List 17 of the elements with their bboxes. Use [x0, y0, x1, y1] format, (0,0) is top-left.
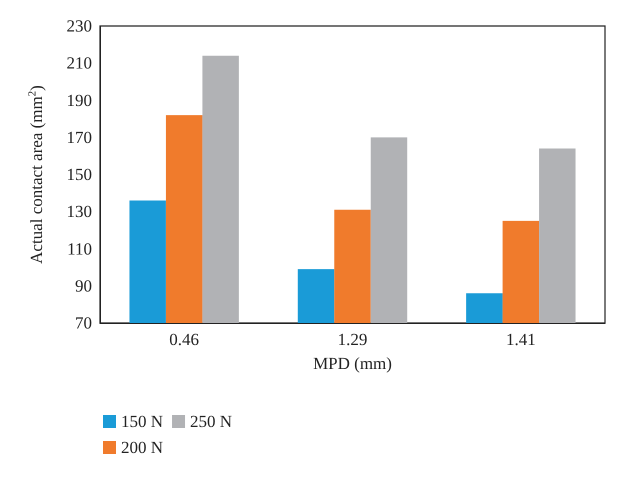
y-tick-label: 70: [75, 314, 92, 332]
y-tick-label: 210: [66, 54, 92, 73]
legend-label: 200 N: [121, 438, 164, 457]
y-tick-label: 190: [66, 90, 92, 110]
y-tick-label: 150: [66, 165, 92, 184]
y-tick-label: 230: [66, 16, 92, 36]
y-tick-label: 130: [66, 202, 92, 222]
y-tick-label: 90: [75, 276, 92, 296]
x-tick-label: 1.41: [506, 330, 536, 349]
y-axis-title: Actual contact area (mm2): [26, 85, 46, 264]
x-tick-label: 1.29: [338, 330, 368, 349]
legend-label: 250 N: [190, 412, 232, 431]
x-axis-title: MPD (mm): [313, 354, 392, 373]
x-tick-label: 0.46: [169, 330, 200, 349]
legend-label: 150 N: [121, 412, 164, 431]
y-tick-label: 110: [67, 239, 92, 258]
y-tick-label: 170: [66, 128, 92, 147]
